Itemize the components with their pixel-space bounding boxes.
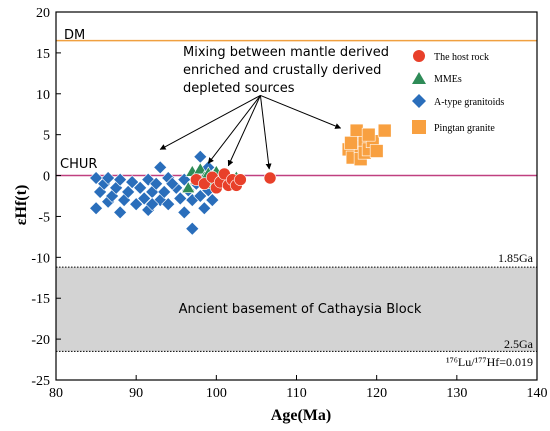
the-host-rock-point	[234, 173, 247, 186]
mixing-line-3: depleted sources	[183, 81, 295, 96]
dm-label: DM	[64, 28, 85, 43]
x-tick-label: 130	[446, 386, 467, 401]
x-axis-title: Age(Ma)	[271, 407, 331, 424]
lu-hf-label: ¹⁷⁶Lu/¹⁷⁷Hf=0.019	[446, 355, 533, 369]
line-label-2-5ga: 2.5Ga	[504, 337, 534, 351]
a-type-granitoids-point	[165, 176, 180, 191]
y-tick-label: 5	[43, 129, 50, 144]
x-tick-label: 140	[527, 386, 548, 401]
a-type-granitoids-point	[89, 171, 104, 185]
a-type-granitoids-point	[113, 172, 128, 187]
y-tick-label: 20	[36, 6, 50, 21]
legend: The host rock MMEs A-type granitoids Pin…	[412, 50, 504, 134]
y-tick-label: 10	[36, 88, 50, 103]
a-type-granitoids-point	[193, 189, 208, 203]
basement-band	[56, 267, 537, 352]
a-type-granitoids-point	[153, 160, 168, 175]
mmes-point	[181, 181, 196, 193]
pingtan-granite-point	[349, 123, 364, 138]
y-tick-label: 0	[43, 170, 50, 185]
a-type-granitoids-point	[125, 175, 140, 190]
mmes-point	[193, 162, 208, 175]
y-tick-label: 15	[36, 47, 50, 62]
y-tick-label: -10	[31, 251, 50, 266]
a-type-granitoids-point	[185, 221, 200, 236]
a-type-granitoids-point	[205, 193, 220, 208]
ticks-layer: 80 90 100 110 120 130 140 -25 -20 -15 -10 -5 0 5 10 15 2…	[31, 6, 547, 401]
y-tick-label: -20	[31, 333, 50, 348]
plot-frame	[55, 11, 538, 381]
a-type-granitoids-point	[121, 184, 136, 199]
legend-marker-a-type	[412, 94, 426, 108]
markers-layer	[89, 123, 392, 236]
legend-marker-pingtan	[412, 120, 426, 134]
x-tick-label: 110	[286, 386, 306, 401]
y-tick-label: -5	[38, 210, 50, 225]
a-type-granitoids-point	[101, 171, 116, 185]
mixing-line-2: enriched and crustally derived	[183, 63, 381, 78]
legend-marker-host-rock	[413, 50, 425, 62]
annotation-arrow	[259, 95, 272, 170]
arrows-layer	[159, 94, 342, 170]
pingtan-granite-point	[377, 123, 392, 138]
a-type-granitoids-point	[129, 197, 144, 212]
a-type-granitoids-point	[157, 184, 172, 199]
x-tick-label: 80	[49, 386, 63, 401]
basement-label: Ancient basement of Cathaysia Block	[179, 302, 422, 317]
legend-label-host-rock: The host rock	[434, 52, 489, 63]
a-type-granitoids-point	[161, 197, 176, 212]
annotation-arrow	[159, 94, 261, 150]
pingtan-granite-point	[369, 144, 384, 158]
the-host-rock-point	[263, 171, 277, 185]
annotation-arrow	[260, 94, 342, 129]
y-tick-label: -25	[31, 374, 50, 389]
a-type-granitoids-point	[133, 180, 148, 195]
legend-label-pingtan: Pingtan granite	[434, 123, 495, 134]
legend-label-mmes: MMEs	[434, 74, 462, 85]
annotation-arrow	[207, 95, 261, 164]
pingtan-granite-point	[361, 127, 376, 142]
a-type-granitoids-point	[137, 191, 152, 206]
a-type-granitoids-point	[89, 201, 104, 216]
line-label-1-85ga: 1.85Ga	[498, 251, 534, 265]
a-type-granitoids-point	[113, 205, 128, 220]
annotation-arrow	[227, 95, 261, 167]
legend-label-a-type: A-type granitoids	[434, 97, 504, 108]
x-tick-label: 90	[129, 386, 143, 401]
pingtan-granite-point	[344, 136, 358, 150]
y-tick-label: -15	[31, 292, 50, 307]
chur-label: CHUR	[60, 157, 97, 172]
x-tick-label: 120	[366, 386, 387, 401]
a-type-granitoids-point	[149, 176, 164, 191]
a-type-granitoids-point	[145, 197, 160, 212]
x-tick-label: 100	[206, 386, 227, 401]
a-type-granitoids-point	[193, 149, 208, 164]
legend-marker-mmes	[412, 72, 426, 84]
a-type-granitoids-point	[177, 205, 192, 220]
a-type-granitoids-point	[173, 191, 188, 206]
y-axis-title: εHf(t)	[13, 185, 30, 226]
a-type-granitoids-point	[197, 201, 212, 216]
mixing-line-1: Mixing between mantle derived	[183, 45, 389, 60]
